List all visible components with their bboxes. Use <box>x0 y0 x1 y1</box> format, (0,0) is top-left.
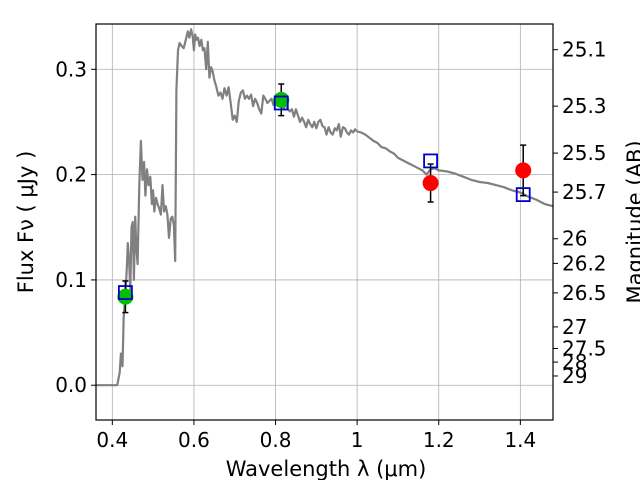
plot-frame <box>95 23 554 421</box>
y-tick-label: 0.3 <box>55 57 87 81</box>
x-tick-label: 1.2 <box>423 428 455 452</box>
right-tick-label: 26 <box>562 227 587 251</box>
observed-flux-point <box>515 162 532 179</box>
x-tick-label: 0.4 <box>96 428 128 452</box>
model-flux-square <box>515 187 531 203</box>
right-tick-label: 27.5 <box>562 336 607 360</box>
tick-layer: 0.4 0.6 0.8 1 1.2 1.4 0.0 0.1 0.2 0.3 25.1 25.3 25.5… <box>55 38 606 452</box>
right-tick-label: 25.7 <box>562 180 607 204</box>
right-tick-label: 26.5 <box>562 281 607 305</box>
right-axis-label: Magnitude (AB) <box>623 140 640 303</box>
right-tick-label: 25.3 <box>562 94 607 118</box>
y-tick-label: 0.2 <box>55 163 87 187</box>
x-tick-label: 0.6 <box>178 428 210 452</box>
right-tick-label: 28 <box>562 350 587 374</box>
x-tick-label: 0.8 <box>260 428 292 452</box>
right-tick-label: 26.2 <box>562 251 607 275</box>
observed-flux-point <box>422 175 439 192</box>
grid-lines <box>96 24 553 420</box>
observed-flux-point <box>117 288 134 305</box>
x-axis-label: Wavelength λ (μm) <box>226 457 427 480</box>
model-flux-square <box>273 95 289 111</box>
y-tick-label: 0.1 <box>55 268 87 292</box>
y-axis-label: Flux Fν ( μJy ) <box>14 151 38 294</box>
right-tick-label: 25.5 <box>562 141 607 165</box>
series-layer <box>96 28 554 387</box>
x-tick-label: 1 <box>351 428 364 452</box>
model-spectrum-line <box>96 28 554 387</box>
y-tick-label: 0.0 <box>55 373 87 397</box>
x-tick-label: 1.4 <box>504 428 536 452</box>
right-tick-label: 27 <box>562 315 587 339</box>
model-flux-square <box>117 285 133 300</box>
right-tick-label: 25.1 <box>562 38 607 62</box>
right-tick-label: 29 <box>562 364 587 388</box>
model-flux-square <box>423 153 438 169</box>
